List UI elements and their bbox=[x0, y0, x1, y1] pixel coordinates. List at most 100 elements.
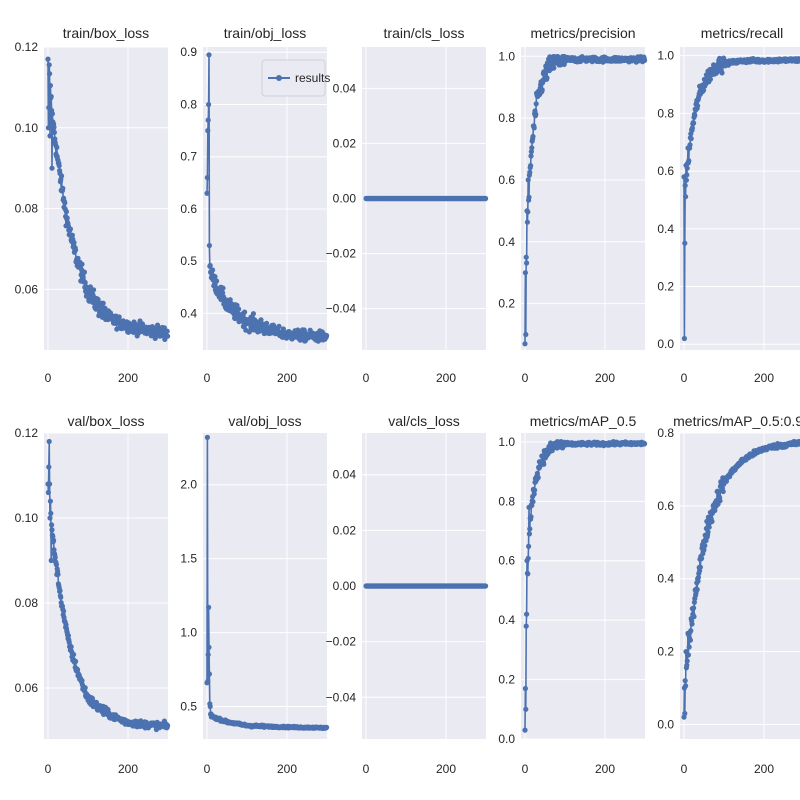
data-point bbox=[62, 200, 68, 206]
x-tick-label: 200 bbox=[277, 762, 297, 776]
data-point bbox=[54, 144, 60, 150]
y-tick-label: 0.8 bbox=[657, 106, 674, 120]
y-tick-label: 0.08 bbox=[15, 202, 39, 216]
y-tick-label: 0.00 bbox=[333, 192, 357, 206]
data-point bbox=[528, 153, 534, 159]
series-markers bbox=[522, 54, 648, 347]
y-tick-label: 0.9 bbox=[180, 45, 197, 59]
data-point bbox=[165, 333, 171, 339]
data-point bbox=[682, 182, 688, 189]
y-tick-label: 0.4 bbox=[498, 235, 515, 249]
chart-panel: metrics/precision 0 200 0.2 0.4 0.6 0.8 1.0 bbox=[498, 25, 648, 385]
data-point bbox=[526, 543, 532, 550]
data-point bbox=[46, 438, 52, 445]
y-tick-label: 1.0 bbox=[498, 435, 515, 449]
chart-panel: val/obj_loss 0 200 0.5 1.0 1.5 2.0 bbox=[180, 413, 330, 776]
data-point bbox=[695, 574, 702, 581]
data-point bbox=[48, 93, 54, 100]
chart-title: val/obj_loss bbox=[228, 413, 301, 429]
x-tick-label: 0 bbox=[45, 371, 52, 385]
chart-title: train/box_loss bbox=[63, 25, 149, 41]
x-tick-label: 200 bbox=[118, 762, 138, 776]
data-point bbox=[164, 328, 170, 334]
chart-panel: metrics/mAP_0.5:0.95 0 200 0.0 0.2 0.4 0.6 0.8 bbox=[657, 413, 800, 776]
series-markers bbox=[363, 195, 489, 202]
data-point bbox=[530, 133, 536, 140]
data-point bbox=[258, 317, 264, 323]
data-point bbox=[116, 314, 122, 320]
x-tick-label: 0 bbox=[522, 762, 529, 776]
data-point bbox=[47, 71, 53, 77]
data-point bbox=[205, 678, 211, 684]
data-point bbox=[82, 685, 88, 691]
data-point bbox=[205, 652, 211, 658]
data-point bbox=[47, 133, 53, 139]
data-point bbox=[524, 219, 531, 225]
data-point bbox=[280, 326, 286, 332]
y-tick-label: 0.6 bbox=[657, 164, 674, 178]
data-point bbox=[64, 215, 70, 221]
x-tick-label: 200 bbox=[436, 762, 456, 776]
data-point bbox=[523, 254, 529, 260]
data-point bbox=[526, 531, 533, 537]
data-point bbox=[75, 255, 81, 261]
x-tick-label: 0 bbox=[204, 371, 211, 385]
data-point bbox=[688, 136, 694, 142]
data-point bbox=[702, 543, 708, 549]
plot-area bbox=[521, 433, 645, 739]
y-tick-label: 0.08 bbox=[15, 596, 39, 610]
data-point bbox=[533, 111, 539, 117]
data-point bbox=[227, 297, 233, 303]
data-point bbox=[48, 557, 54, 564]
data-point bbox=[205, 117, 211, 123]
data-point bbox=[691, 120, 697, 126]
y-tick-label: 0.8 bbox=[657, 426, 674, 440]
data-point bbox=[47, 82, 54, 89]
data-point bbox=[242, 309, 248, 315]
y-tick-label: 0.6 bbox=[657, 499, 674, 513]
data-point bbox=[682, 678, 688, 684]
data-point bbox=[715, 488, 721, 494]
chart-title: metrics/recall bbox=[701, 25, 783, 41]
data-point bbox=[56, 163, 62, 169]
data-point bbox=[555, 54, 561, 60]
data-point bbox=[57, 588, 63, 594]
y-tick-label: 0.0 bbox=[657, 337, 674, 351]
y-tick-label: 0.2 bbox=[657, 645, 674, 659]
y-tick-label: 1.0 bbox=[498, 49, 515, 63]
data-point bbox=[526, 194, 532, 200]
y-tick-label: 0.8 bbox=[180, 97, 197, 111]
data-point bbox=[523, 623, 529, 629]
data-point bbox=[687, 637, 694, 643]
x-tick-label: 200 bbox=[595, 762, 615, 776]
data-point bbox=[694, 587, 700, 593]
data-point bbox=[531, 491, 537, 497]
data-point bbox=[69, 232, 75, 238]
series-markers bbox=[522, 439, 648, 733]
data-point bbox=[51, 129, 58, 135]
chart-title: train/obj_loss bbox=[224, 25, 307, 41]
data-point bbox=[525, 209, 531, 215]
y-tick-label: −0.04 bbox=[326, 302, 357, 316]
data-point bbox=[46, 62, 52, 68]
data-point bbox=[65, 633, 71, 639]
data-point bbox=[689, 621, 695, 627]
x-tick-label: 0 bbox=[45, 762, 52, 776]
data-point bbox=[528, 149, 535, 155]
data-point bbox=[49, 111, 56, 117]
data-point bbox=[207, 703, 213, 710]
data-point bbox=[525, 555, 531, 561]
y-tick-label: 0.8 bbox=[498, 494, 515, 508]
chart-panel: metrics/mAP_0.5 0 200 0.0 0.2 0.4 0.6 0.8 1.0 bbox=[498, 413, 648, 776]
y-tick-label: 0.0 bbox=[498, 732, 515, 746]
data-point bbox=[709, 518, 715, 525]
data-point bbox=[52, 555, 58, 561]
data-point bbox=[58, 594, 64, 600]
data-point bbox=[683, 194, 689, 200]
x-tick-label: 200 bbox=[277, 371, 297, 385]
x-tick-label: 0 bbox=[363, 371, 370, 385]
chart-title: val/box_loss bbox=[67, 413, 144, 429]
data-point bbox=[524, 260, 530, 266]
chart-panel: train/cls_loss 0 200 −0.04 −0.02 0.00 0.02 0.04 bbox=[326, 25, 489, 385]
y-tick-label: −0.04 bbox=[326, 690, 357, 704]
